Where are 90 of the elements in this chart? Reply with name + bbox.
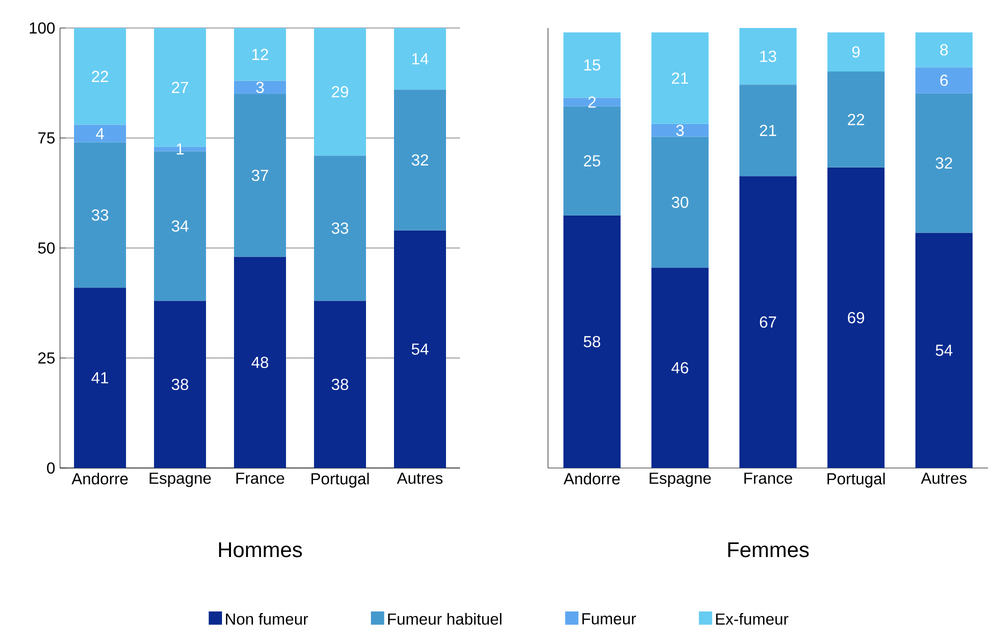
data-label: 32 [412,154,428,166]
data-label: 34 [172,220,188,232]
data-label: 9 [852,46,860,58]
data-label: 14 [412,53,428,64]
bar [314,300,366,468]
data-label: 8 [940,44,948,56]
data-label: 15 [584,59,600,71]
data-label: 21 [760,124,776,136]
legend-label: Non fumeur [226,612,308,625]
data-label: 6 [940,74,948,86]
data-label: 3 [676,124,684,136]
x-tick-label: France [744,472,792,484]
bar [915,32,973,68]
data-label: 48 [251,356,268,368]
x-tick-label: Portugal [828,472,885,488]
data-label: 27 [172,82,188,93]
y-tick-label: 25 [38,352,55,364]
y-tick-label: 75 [38,132,55,144]
bar [563,215,621,468]
data-label: 54 [412,344,428,355]
y-tick-label: 0 [47,462,55,474]
data-label: 32 [936,157,952,169]
bar [827,32,885,72]
bar [739,28,797,85]
data-label: 38 [332,378,348,390]
legend-label: Fumeur [582,613,636,624]
data-label: 69 [848,312,864,324]
x-axis-title: Hommes [219,542,302,558]
bar [394,90,446,230]
data-label: 22 [92,70,108,82]
bar [234,94,286,257]
data-label: 3 [256,82,264,94]
bar [563,98,621,106]
data-label: 30 [672,196,688,208]
x-tick-label: Andorre [564,472,620,484]
bar [314,156,366,301]
bar [563,32,621,98]
bar [915,232,973,468]
x-tick-label: France [236,472,284,484]
data-label: 25 [584,155,600,167]
bar [915,93,973,233]
data-label: 38 [172,378,188,390]
bar [651,136,709,268]
bar [827,167,885,468]
bar [563,106,621,216]
data-label: 4 [96,128,104,140]
bar [234,28,286,81]
x-tick-label: Portugal [312,472,369,488]
x-tick-label: Espagne [150,472,211,488]
data-label: 29 [332,86,348,98]
y-tick-label: 100 [30,22,55,34]
data-label: 12 [252,48,268,60]
bar [154,300,206,468]
x-tick-label: Autres [920,472,967,484]
bar [651,124,709,137]
x-axis-title: Femmes [728,542,809,558]
bar [314,28,366,156]
bar [74,142,126,288]
data-label: 37 [252,170,268,182]
bar [827,72,885,168]
bar [394,28,446,90]
data-label: 1 [176,143,184,154]
data-label: 58 [584,336,600,348]
bar [915,67,973,94]
bar [74,124,126,142]
data-label: 54 [936,344,952,356]
bar [739,84,797,176]
data-label: 46 [671,362,688,374]
data-label: 33 [92,209,108,221]
bar [234,256,286,468]
data-label: 21 [672,72,688,84]
data-label: 13 [760,50,776,62]
x-tick-label: Espagne [650,472,711,488]
y-tick-label: 50 [38,242,55,254]
legend-label: Fumeur habituel [388,612,502,625]
bar [651,268,709,468]
legend-label: Ex-fumeur [716,612,788,625]
x-tick-label: Andorre [72,472,128,484]
bar [394,230,446,468]
data-label: 22 [848,114,864,126]
bar [74,288,126,468]
bar [651,32,709,124]
data-label: 33 [332,222,348,234]
x-tick-label: Autres [396,472,443,484]
data-label: 2 [588,96,596,108]
data-label: 67 [760,316,776,328]
bar [234,80,286,94]
bar [739,176,797,468]
bar [74,28,126,125]
data-label: 41 [91,372,108,384]
